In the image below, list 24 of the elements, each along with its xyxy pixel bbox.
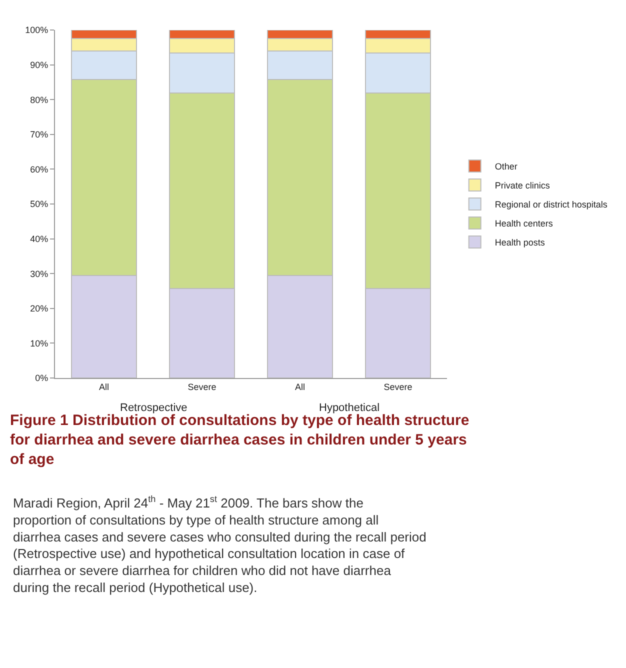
text: Hypothetical [319, 402, 380, 414]
text: Figure 1 Distribution of consultations by type of health structure for diarrhea and severe diarrhea cases in children under 5 years of age [10, 412, 470, 468]
y-tick-label: 70% [30, 130, 48, 140]
y-tick-label: 80% [30, 94, 48, 105]
legend-label: Health posts [494, 238, 546, 248]
legend-label: Health centers [494, 218, 554, 229]
text: Retrospective [120, 402, 188, 414]
y-tick-label: 40% [30, 234, 48, 244]
y-tick-label: 20% [30, 304, 48, 314]
y-tick-label: 10% [30, 338, 48, 348]
y-tick-label: 60% [30, 164, 48, 174]
x-tick-label: All [98, 382, 110, 392]
legend-label: Private clinics [494, 180, 550, 191]
x-tick-label: Severe [188, 382, 216, 392]
y-tick-label: 100% [25, 25, 48, 36]
x-tick-label: Severe [384, 382, 412, 392]
y-tick-label: 0% [35, 373, 48, 384]
y-tick-label: 90% [30, 60, 48, 70]
legend-label: Other [494, 162, 518, 172]
legend-label: Regional or district hospitals [494, 200, 608, 210]
y-tick-label: 30% [30, 268, 48, 279]
text: Maradi Region, April 24$^{th}$ - May 21$^{st}$ 2009. The bars show the proportion of consultations by type of health structure among all diarrhea cases and severe cases who consulted during the recall period (Retrospective use) and hypothetical consultation location in case of diarrhea or severe diarrhea for children who did not have diarrhea during the recall period (Hypothetical use). [13, 494, 426, 595]
y-tick-label: 50% [30, 199, 48, 210]
x-tick-label: All [294, 382, 306, 392]
